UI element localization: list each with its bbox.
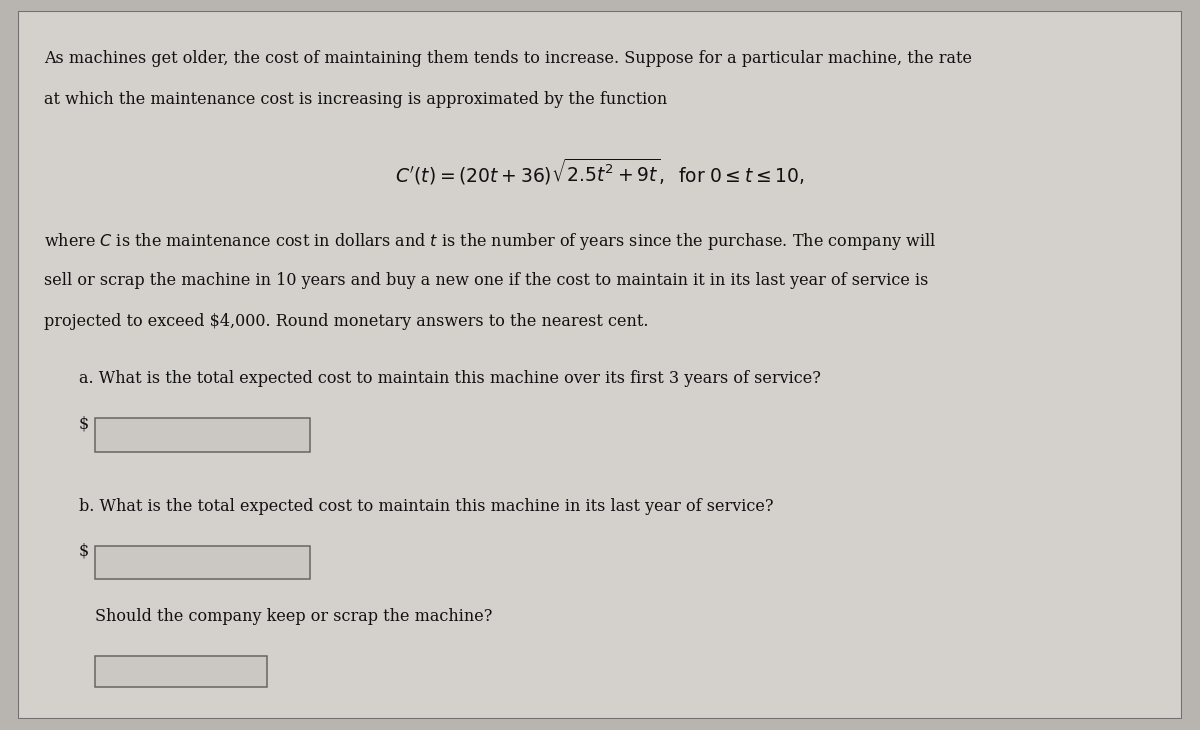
Text: at which the maintenance cost is increasing is approximated by the function: at which the maintenance cost is increas…: [43, 91, 667, 108]
Text: b. What is the total expected cost to maintain this machine in its last year of : b. What is the total expected cost to ma…: [78, 498, 773, 515]
FancyBboxPatch shape: [95, 656, 268, 688]
Text: Should the company keep or scrap the machine?: Should the company keep or scrap the mac…: [95, 608, 492, 626]
Text: Select an answer ▾: Select an answer ▾: [100, 656, 253, 674]
Text: $: $: [78, 542, 89, 560]
Text: a. What is the total expected cost to maintain this machine over its first 3 yea: a. What is the total expected cost to ma…: [78, 370, 821, 387]
FancyBboxPatch shape: [95, 545, 310, 579]
Text: As machines get older, the cost of maintaining them tends to increase. Suppose f: As machines get older, the cost of maint…: [43, 50, 972, 67]
Text: projected to exceed $4,000. Round monetary answers to the nearest cent.: projected to exceed $4,000. Round moneta…: [43, 312, 648, 330]
FancyBboxPatch shape: [95, 418, 310, 452]
Text: where $C$ is the maintenance cost in dollars and $t$ is the number of years sinc: where $C$ is the maintenance cost in dol…: [43, 231, 936, 252]
Text: $: $: [78, 415, 89, 432]
Text: sell or scrap the machine in 10 years and buy a new one if the cost to maintain : sell or scrap the machine in 10 years an…: [43, 272, 928, 288]
Text: $C^{\prime}(t) = (20t + 36)\sqrt{2.5t^2 + 9t},\;\; \mathrm{for}\; 0 \leq t \leq : $C^{\prime}(t) = (20t + 36)\sqrt{2.5t^2 …: [395, 157, 805, 187]
